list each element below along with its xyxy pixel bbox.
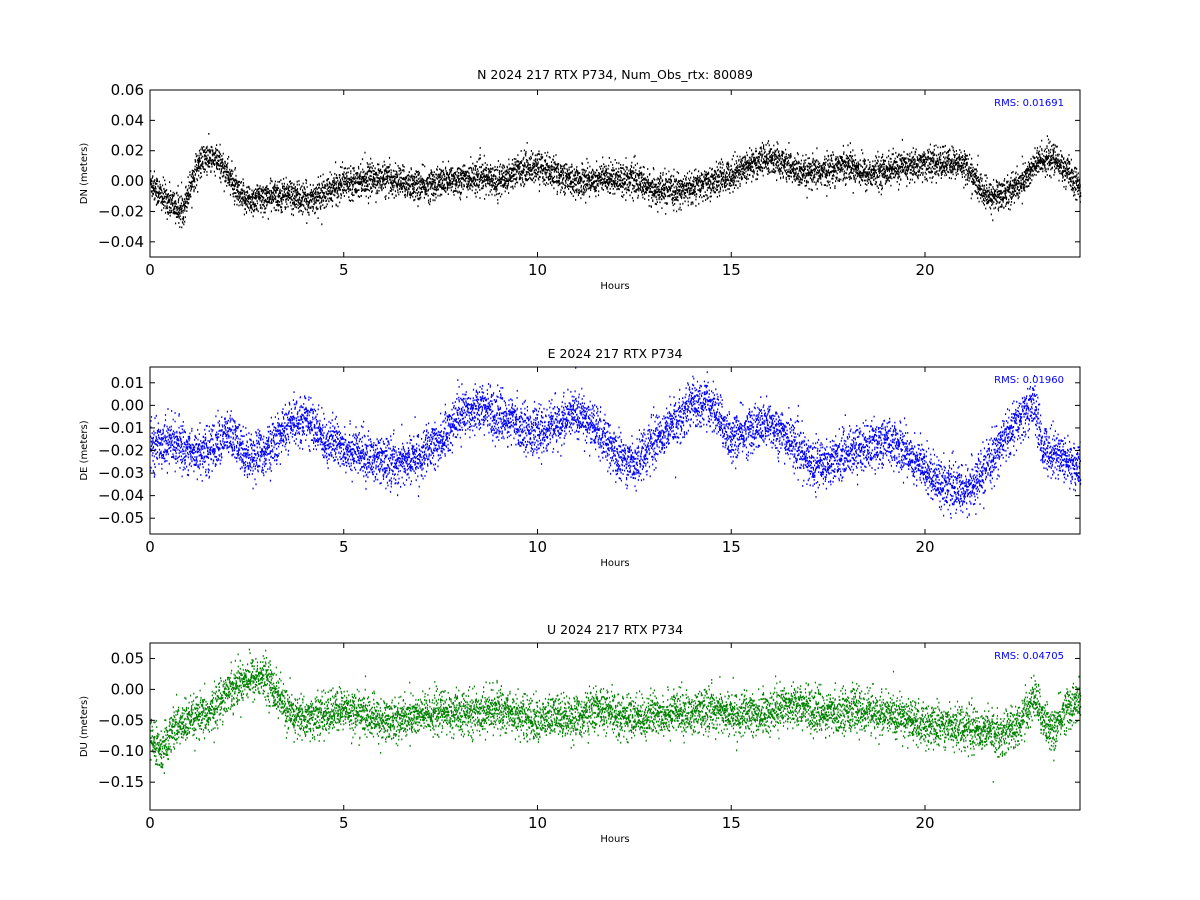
subplot-east: 0 5 10 15 20 −0.05 −0.04 −0.03 −0.02 −0.01 0.00 0.… [79,346,1082,569]
up-y-tick-label: −0.10 [98,742,144,760]
up-x-tick-label: 0 [145,814,155,832]
up-y-tick-label: −0.05 [98,711,144,729]
up-data-points [150,648,1082,783]
north-y-tick-label: −0.02 [98,202,144,220]
up-axes-frame [149,642,1081,811]
east-x-tick-label: 5 [339,538,349,556]
east-y-tick-label: −0.05 [98,509,144,527]
east-x-tick-label: 10 [528,538,547,556]
east-y-tick-label: 0.00 [111,396,144,414]
north-title: N 2024 217 RTX P734, Num_Obs_rtx: 80089 [477,67,753,82]
north-y-tick-label: 0.04 [111,111,144,129]
east-title: E 2024 217 RTX P734 [548,346,683,361]
up-y-axis-label: DU (meters) [79,696,90,757]
east-y-tick-label: −0.04 [98,487,144,505]
north-y-tick-label: 0.02 [111,142,144,160]
east-y-ticks: −0.05 −0.04 −0.03 −0.02 −0.01 0.00 0.01 [98,374,1080,527]
north-y-tick-label: −0.04 [98,233,144,251]
east-x-tick-label: 20 [915,538,934,556]
north-x-axis-label: Hours [600,281,629,292]
east-y-tick-label: −0.02 [98,442,144,460]
subplot-up: 0 5 10 15 20 −0.15 −0.10 −0.05 0.00 0.05 U 2024 … [79,622,1082,845]
north-data-points [150,133,1082,229]
north-y-ticks: −0.04 −0.02 0.00 0.02 0.04 0.06 [98,81,1080,251]
up-x-tick-label: 15 [722,814,741,832]
up-x-axis-label: Hours [600,834,629,845]
east-y-tick-label: −0.01 [98,419,144,437]
up-scatter-points [150,648,1082,783]
north-x-ticks: 0 5 10 15 20 [145,90,935,279]
north-y-tick-label: 0.06 [111,81,144,99]
north-x-tick-label: 10 [528,261,547,279]
up-x-tick-label: 5 [339,814,349,832]
up-y-tick-label: −0.15 [98,773,144,791]
east-y-tick-label: −0.03 [98,464,144,482]
east-scatter-points [149,367,1082,519]
up-y-tick-label: 0.00 [111,680,144,698]
east-data-points [149,367,1082,519]
north-x-tick-label: 5 [339,261,349,279]
up-y-tick-label: 0.05 [111,649,144,667]
north-scatter-points [150,133,1082,229]
up-x-ticks: 0 5 10 15 20 [145,643,935,832]
north-axes-frame [149,89,1081,258]
up-x-tick-label: 10 [528,814,547,832]
north-y-axis-label: DN (meters) [79,143,90,205]
east-rms-annotation: RMS: 0.01960 [994,375,1064,386]
north-x-tick-label: 0 [145,261,155,279]
east-y-axis-label: DE (meters) [79,420,90,480]
east-x-tick-label: 0 [145,538,155,556]
east-x-tick-label: 15 [722,538,741,556]
east-x-axis-label: Hours [600,558,629,569]
north-rms-annotation: RMS: 0.01691 [994,98,1064,109]
east-x-ticks: 0 5 10 15 20 [145,367,935,556]
up-x-tick-label: 20 [915,814,934,832]
east-y-tick-label: 0.01 [111,374,144,392]
subplot-north: 0 5 10 15 20 −0.04 −0.02 0.00 0.02 0.04 0.06 N 20… [79,67,1082,292]
up-rms-annotation: RMS: 0.04705 [994,651,1064,662]
north-x-tick-label: 20 [915,261,934,279]
up-y-ticks: −0.15 −0.10 −0.05 0.00 0.05 [98,649,1080,791]
up-title: U 2024 217 RTX P734 [547,622,683,637]
north-y-tick-label: 0.00 [111,172,144,190]
north-x-tick-label: 15 [722,261,741,279]
